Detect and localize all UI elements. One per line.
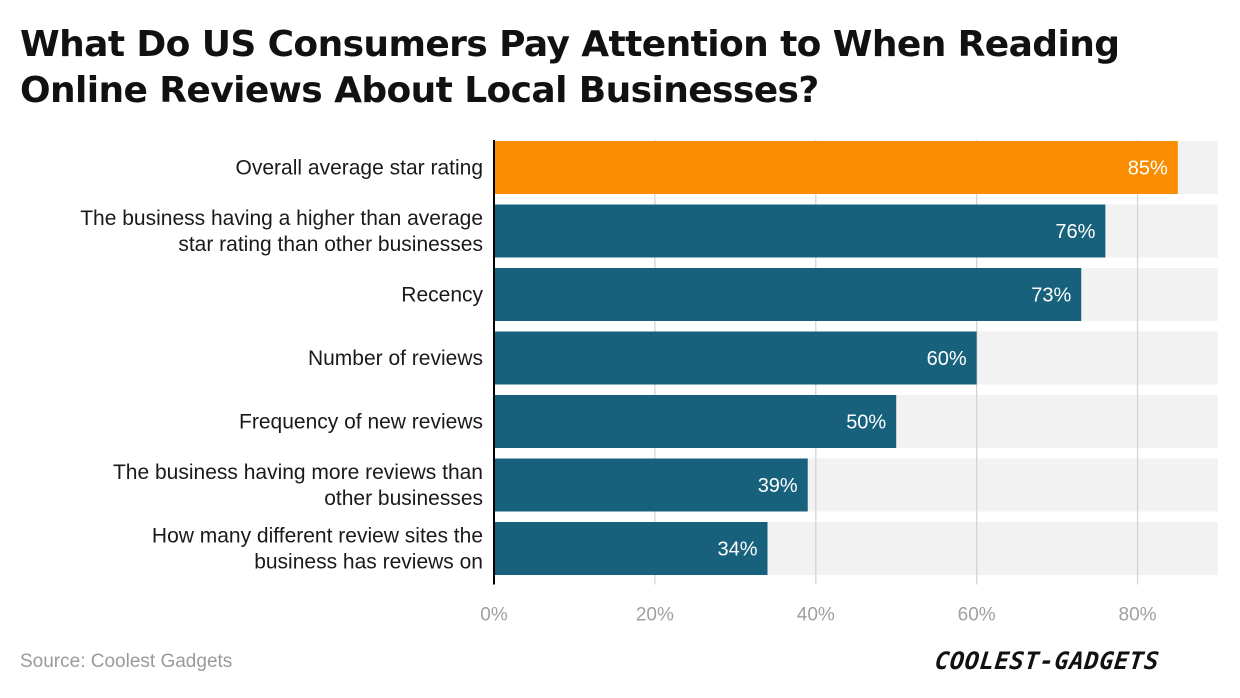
data-label: 76% xyxy=(1055,221,1095,243)
x-tick-label: 20% xyxy=(636,605,674,626)
category-label: other businesses xyxy=(324,487,483,510)
category-label: Number of reviews xyxy=(308,347,483,370)
source-note: Source: Coolest Gadgets xyxy=(20,651,233,672)
brand-logo: COOLEST-GADGETS xyxy=(933,647,1161,675)
category-label: Overall average star rating xyxy=(236,157,483,180)
data-label: 60% xyxy=(927,348,967,370)
x-tick-label: 0% xyxy=(480,605,508,626)
category-label: business has reviews on xyxy=(254,551,483,574)
x-tick-label: 80% xyxy=(1119,605,1157,626)
category-label: How many different review sites the xyxy=(152,525,483,548)
bar xyxy=(494,458,808,512)
category-label: The business having more reviews than xyxy=(113,461,483,484)
x-tick-label: 40% xyxy=(797,605,835,626)
x-tick-label: 60% xyxy=(958,605,996,626)
bar xyxy=(494,331,977,385)
data-label: 73% xyxy=(1031,285,1071,307)
bar xyxy=(494,395,897,448)
category-label: The business having a higher than averag… xyxy=(80,207,483,230)
data-label: 34% xyxy=(717,539,757,561)
bar xyxy=(494,204,1106,258)
category-label: Frequency of new reviews xyxy=(239,411,483,434)
bar xyxy=(494,141,1178,194)
bar xyxy=(494,522,768,575)
category-label: star rating than other businesses xyxy=(178,233,483,256)
chart-title: What Do US Consumers Pay Attention to Wh… xyxy=(20,24,1120,111)
data-label: 39% xyxy=(758,475,798,497)
data-label: 85% xyxy=(1128,158,1168,180)
data-label: 50% xyxy=(846,412,886,434)
category-label: Recency xyxy=(401,284,483,307)
bar xyxy=(494,268,1082,321)
